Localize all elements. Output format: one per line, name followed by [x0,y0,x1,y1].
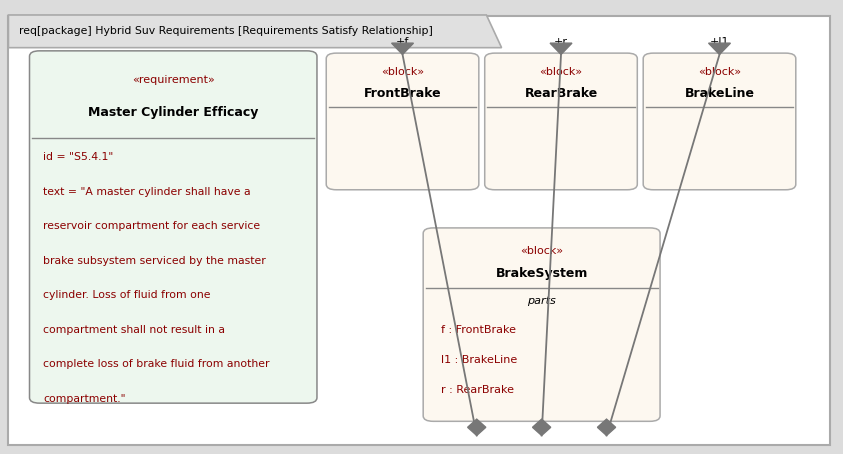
Text: BrakeLine: BrakeLine [685,87,754,99]
Text: complete loss of brake fluid from another: complete loss of brake fluid from anothe… [43,359,270,369]
Polygon shape [391,43,413,54]
Text: «requirement»: «requirement» [132,75,215,85]
FancyBboxPatch shape [423,228,660,421]
Polygon shape [533,419,550,435]
FancyBboxPatch shape [30,51,317,403]
Text: compartment.": compartment." [43,394,126,404]
Text: Master Cylinder Efficacy: Master Cylinder Efficacy [88,106,259,118]
Text: r : RearBrake: r : RearBrake [441,385,514,395]
Text: FrontBrake: FrontBrake [363,87,442,99]
Text: brake subsystem serviced by the master: brake subsystem serviced by the master [43,256,266,266]
Text: RearBrake: RearBrake [524,87,598,99]
Text: parts: parts [527,296,556,306]
Polygon shape [8,15,502,48]
Text: «block»: «block» [520,246,563,256]
Polygon shape [468,419,486,435]
Text: compartment shall not result in a: compartment shall not result in a [43,325,225,335]
Polygon shape [598,419,615,435]
FancyBboxPatch shape [326,53,479,190]
Text: req[package] Hybrid Suv Requirements [Requirements Satisfy Relationship]: req[package] Hybrid Suv Requirements [Re… [19,26,432,36]
Polygon shape [550,43,572,54]
Text: +l1: +l1 [710,37,729,47]
Text: «block»: «block» [698,67,741,77]
Text: BrakeSystem: BrakeSystem [496,267,588,280]
Text: +f: +f [396,37,409,47]
Text: +r: +r [554,37,568,47]
FancyBboxPatch shape [8,16,830,445]
Text: id = "S5.4.1": id = "S5.4.1" [43,152,113,162]
Text: l1 : BrakeLine: l1 : BrakeLine [441,355,517,365]
FancyBboxPatch shape [485,53,637,190]
Text: reservoir compartment for each service: reservoir compartment for each service [43,221,260,231]
Text: f : FrontBrake: f : FrontBrake [441,325,516,335]
Text: «block»: «block» [381,67,424,77]
Polygon shape [708,43,730,54]
Text: cylinder. Loss of fluid from one: cylinder. Loss of fluid from one [43,290,211,300]
Text: «block»: «block» [540,67,583,77]
FancyBboxPatch shape [643,53,796,190]
Text: text = "A master cylinder shall have a: text = "A master cylinder shall have a [43,187,250,197]
